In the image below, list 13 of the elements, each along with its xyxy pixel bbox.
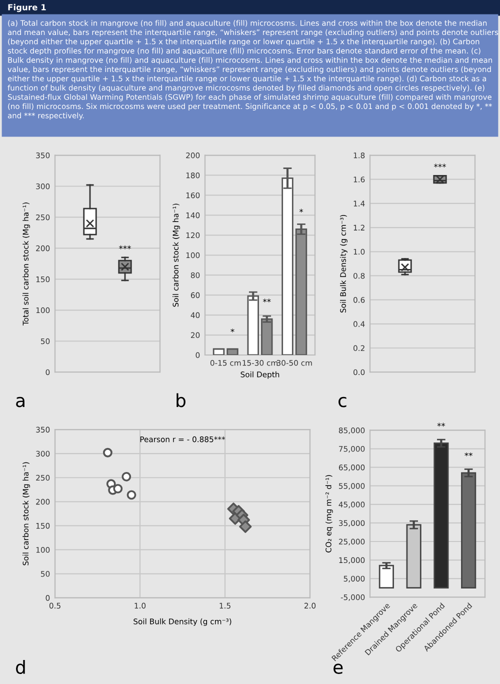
text: c — [338, 396, 346, 408]
text: b — [176, 393, 186, 408]
annotation: * — [299, 208, 304, 213]
annotation: ** — [464, 452, 472, 456]
annotation: *** — [119, 245, 131, 250]
annotation: ** — [437, 422, 446, 427]
chart-title: Figure 1 — [8, 4, 46, 12]
annotation: *** — [434, 164, 446, 168]
text: a — [16, 396, 24, 408]
annotation: * — [230, 328, 234, 332]
text: e — [333, 664, 343, 674]
annotation: ** — [262, 298, 271, 302]
text: d — [16, 660, 25, 674]
